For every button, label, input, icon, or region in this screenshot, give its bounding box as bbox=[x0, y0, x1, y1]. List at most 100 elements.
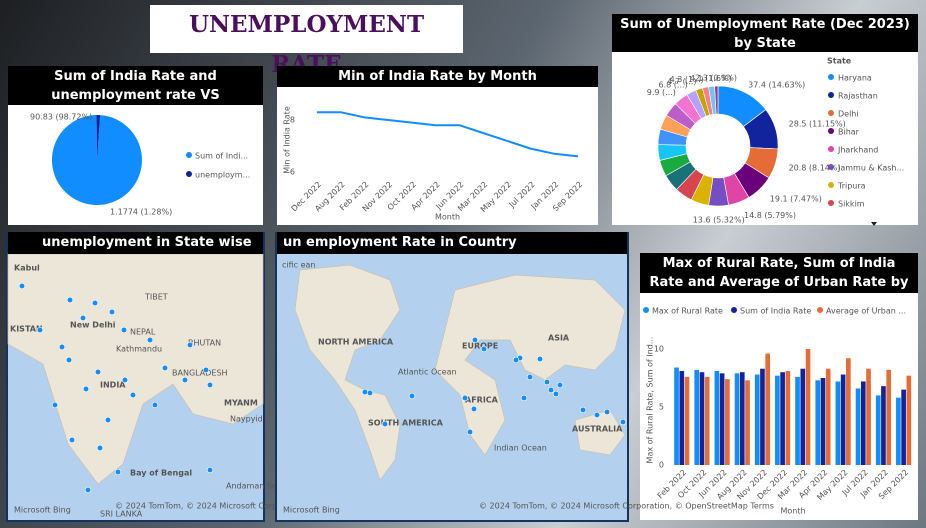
map-point bbox=[543, 378, 551, 386]
bar bbox=[835, 381, 841, 465]
data-label: 14.8 (5.79%) bbox=[744, 211, 796, 220]
map-credit: © 2024 TomTom, © 2024 Microsoft Corporat… bbox=[115, 502, 410, 511]
map-credit: © 2024 TomTom, © 2024 Microsoft Corporat… bbox=[479, 502, 774, 511]
bar bbox=[785, 371, 791, 465]
map-label: MYANM bbox=[224, 399, 258, 408]
bar bbox=[896, 397, 901, 465]
map-point bbox=[58, 343, 66, 351]
pie-slice bbox=[51, 115, 142, 205]
legend-label: unemploym... bbox=[195, 171, 250, 180]
bar bbox=[815, 380, 821, 465]
bar bbox=[699, 372, 705, 465]
data-label: 4.1 (1.6%) bbox=[690, 74, 732, 83]
legend-marker bbox=[828, 128, 834, 134]
legend-marker bbox=[186, 152, 192, 158]
bar bbox=[800, 368, 806, 465]
legend-label: Sum of Indi... bbox=[195, 152, 248, 161]
map-label: Indian Ocean bbox=[494, 444, 547, 453]
bar bbox=[780, 372, 785, 465]
map-point bbox=[603, 408, 611, 416]
map-label: EUROPE bbox=[462, 342, 498, 351]
data-label: 1.1774 (1.28%) bbox=[110, 208, 172, 217]
bar bbox=[745, 380, 750, 465]
legend-marker bbox=[828, 92, 834, 98]
map-land bbox=[7, 253, 264, 485]
map-point bbox=[361, 388, 369, 396]
legend-label: Jharkhand bbox=[837, 146, 878, 155]
map-point bbox=[181, 376, 189, 384]
map-point bbox=[65, 356, 73, 364]
map-point bbox=[94, 368, 102, 376]
map-point bbox=[104, 416, 112, 424]
map-label: SRI LANKA bbox=[100, 510, 143, 519]
map-point bbox=[536, 355, 544, 363]
data-label: 37.4 (14.63%) bbox=[748, 81, 805, 90]
map-label: KISTAN bbox=[10, 325, 43, 334]
bar bbox=[860, 381, 866, 465]
bar bbox=[795, 376, 800, 465]
data-label: 2.3 (0.9%) bbox=[695, 74, 737, 83]
bar bbox=[734, 373, 740, 465]
map-point bbox=[146, 336, 154, 344]
map-point bbox=[547, 386, 555, 394]
bar bbox=[775, 375, 780, 465]
bar bbox=[855, 388, 861, 465]
map-point bbox=[366, 389, 374, 397]
map-point bbox=[408, 392, 416, 400]
bar bbox=[719, 373, 725, 465]
map-point bbox=[36, 326, 44, 334]
bar bbox=[674, 367, 679, 465]
legend-label: Average of Urban ... bbox=[826, 307, 906, 316]
map-label: Andaman Sea bbox=[226, 482, 282, 491]
y-tick-label: 6 bbox=[290, 168, 295, 177]
bar bbox=[846, 358, 851, 465]
bar bbox=[881, 386, 886, 465]
map-point bbox=[206, 466, 214, 474]
map-point bbox=[552, 390, 560, 398]
bar bbox=[679, 371, 685, 465]
legend-marker bbox=[643, 307, 649, 313]
legend-marker bbox=[731, 307, 737, 313]
data-label: 4.7 (...) bbox=[667, 77, 696, 86]
legend-marker bbox=[828, 110, 834, 116]
map-label: Atlantic Ocean bbox=[398, 368, 457, 377]
map-point bbox=[68, 436, 76, 444]
panel-header: Min of India Rate by Month bbox=[277, 66, 598, 87]
map-point bbox=[526, 373, 534, 381]
map-brand: Microsoft Bing bbox=[14, 506, 71, 515]
data-label: 13.6 (5.32%) bbox=[693, 215, 745, 224]
legend-label: Rajasthan bbox=[838, 92, 878, 101]
panel-header: Sum of India Rate and unemployment rate … bbox=[8, 66, 263, 105]
y-tick-label: 8 bbox=[290, 116, 295, 125]
bar bbox=[840, 374, 846, 465]
y-tick-label: 5 bbox=[659, 403, 664, 412]
bar bbox=[704, 376, 710, 465]
legend-title: State bbox=[827, 57, 852, 66]
bar bbox=[765, 353, 771, 465]
map-label: ASIA bbox=[548, 334, 570, 343]
map-point bbox=[161, 364, 169, 372]
panel bbox=[277, 66, 598, 225]
map-brand: Microsoft Bing bbox=[283, 506, 340, 515]
map-point bbox=[480, 345, 488, 353]
map-label: Kabul bbox=[14, 264, 40, 273]
map-point bbox=[202, 366, 210, 374]
map-point bbox=[512, 356, 520, 364]
panel-header: Sum of Unemployment Rate (Dec 2023) by S… bbox=[612, 14, 918, 52]
map-point bbox=[114, 468, 122, 476]
bar bbox=[866, 368, 871, 465]
panel-header: un employment Rate in Country bbox=[277, 232, 627, 254]
legend-label: Bihar bbox=[838, 128, 860, 137]
panel-header: unemployment in State wise bbox=[8, 232, 263, 254]
bar bbox=[725, 379, 730, 465]
map-point bbox=[66, 296, 74, 304]
map-point bbox=[129, 391, 137, 399]
x-axis-title: Month bbox=[780, 507, 805, 516]
map-label: TIBET bbox=[144, 293, 168, 302]
legend-label: Jammu & Kash... bbox=[837, 164, 904, 173]
pie-slice bbox=[96, 114, 101, 160]
map-label: New Delhi bbox=[70, 321, 116, 330]
legend-label: Haryana bbox=[838, 74, 872, 83]
bar bbox=[805, 349, 811, 465]
